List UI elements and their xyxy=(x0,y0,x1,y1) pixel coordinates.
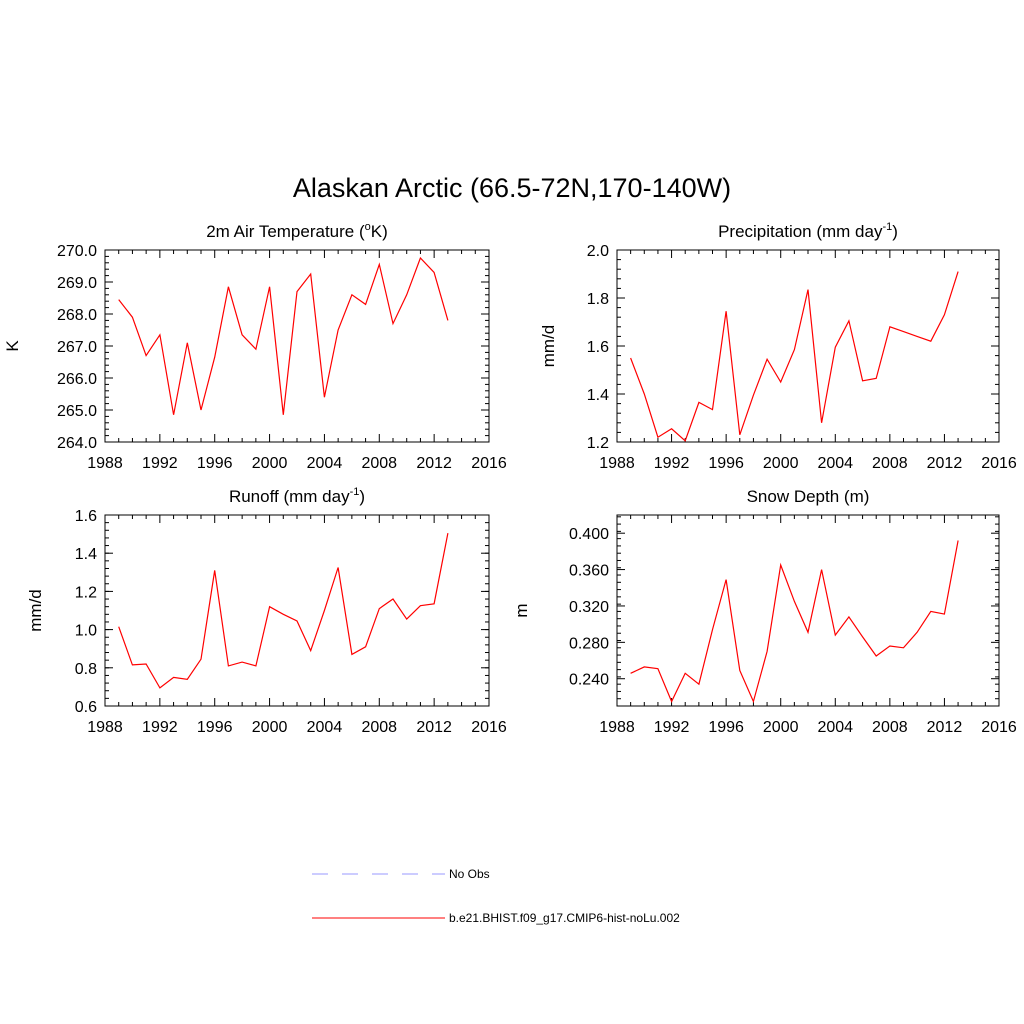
x-tick-label: 1988 xyxy=(599,455,635,472)
x-tick-label: 2008 xyxy=(872,719,908,736)
y-tick-label: 0.240 xyxy=(569,672,609,689)
x-tick-label: 2012 xyxy=(416,455,452,472)
x-tick-label: 2012 xyxy=(927,455,963,472)
x-tick-label: 2000 xyxy=(252,719,288,736)
y-axis-label: m xyxy=(512,603,531,617)
panel-title: Precipitation (mm day-1) xyxy=(718,221,898,241)
series-line-runoff xyxy=(118,532,449,689)
chart-temperature: 1988 1992 1996 2000 2004 2008 2012 2016 264.0 265… xyxy=(3,221,507,472)
y-tick-label: 1.0 xyxy=(75,623,97,640)
y-tick-label: 269.0 xyxy=(57,275,97,292)
panel-title: 2m Air Temperature (oK) xyxy=(206,221,388,241)
x-tick-label: 2016 xyxy=(471,719,507,736)
x-tick-label: 1996 xyxy=(708,455,744,472)
y-tick-label: 0.360 xyxy=(569,563,609,580)
y-tick-label: 0.280 xyxy=(569,635,609,652)
plot-frame xyxy=(616,514,1000,707)
y-axis-label: K xyxy=(3,340,22,352)
x-tick-label: 2000 xyxy=(763,719,799,736)
y-tick-label: 266.0 xyxy=(57,371,97,388)
plot-frame xyxy=(104,514,490,707)
y-tick-label: 0.8 xyxy=(75,661,97,678)
x-tick-label: 2004 xyxy=(307,719,343,736)
panel-title: Snow Depth (m) xyxy=(747,487,870,506)
y-tick-label: 0.6 xyxy=(75,699,97,716)
x-tick-label: 1988 xyxy=(87,719,123,736)
y-tick-label: 1.2 xyxy=(75,584,97,601)
x-tick-label: 1996 xyxy=(197,719,233,736)
x-tick-label: 2004 xyxy=(307,455,343,472)
plot-frame xyxy=(104,249,490,443)
legend-label-no-obs: No Obs xyxy=(449,867,490,881)
x-tick-label: 2008 xyxy=(361,455,397,472)
x-tick-label: 2016 xyxy=(981,719,1017,736)
x-tick-label: 1996 xyxy=(197,455,233,472)
y-tick-label: 0.400 xyxy=(569,526,609,543)
panels: 1988 1992 1996 2000 2004 2008 2012 2016 264.0 265… xyxy=(3,221,1017,736)
chart-runoff: 1988 1992 1996 2000 2004 2008 2012 2016 0.6 0.8 1.… xyxy=(26,486,507,736)
series-line-precipitation xyxy=(630,271,959,442)
x-tick-label: 1988 xyxy=(87,455,123,472)
x-tick-label: 2008 xyxy=(361,719,397,736)
x-tick-label: 2016 xyxy=(471,455,507,472)
y-tick-label: 265.0 xyxy=(57,403,97,420)
y-tick-label: 267.0 xyxy=(57,339,97,356)
panel-title: Runoff (mm day-1) xyxy=(229,486,365,506)
y-tick-label: 1.8 xyxy=(587,291,609,308)
legend-label-model: b.e21.BHIST.f09_g17.CMIP6-hist-noLu.002 xyxy=(449,911,680,925)
chart-snow-depth: 1988 1992 1996 2000 2004 2008 2012 2016 0.240 0.2… xyxy=(512,487,1017,736)
y-tick-label: 1.2 xyxy=(587,435,609,452)
y-tick-label: 264.0 xyxy=(57,435,97,452)
x-tick-label: 1992 xyxy=(142,455,178,472)
y-tick-label: 1.6 xyxy=(75,508,97,525)
x-tick-label: 2000 xyxy=(763,455,799,472)
y-tick-label: 270.0 xyxy=(57,243,97,260)
legend: No Obs b.e21.BHIST.f09_g17.CMIP6-hist-no… xyxy=(312,867,680,925)
y-axis-label: mm/d xyxy=(26,589,45,632)
x-tick-label: 2012 xyxy=(416,719,452,736)
series-line-snow-depth xyxy=(630,540,959,704)
x-tick-label: 2004 xyxy=(817,455,853,472)
x-tick-label: 2000 xyxy=(252,455,288,472)
x-tick-label: 2004 xyxy=(817,719,853,736)
x-tick-label: 1988 xyxy=(599,719,635,736)
x-tick-label: 1992 xyxy=(654,719,690,736)
x-tick-label: 2016 xyxy=(981,455,1017,472)
y-tick-label: 1.4 xyxy=(75,546,97,563)
x-tick-label: 1992 xyxy=(142,719,178,736)
y-tick-label: 1.6 xyxy=(587,339,609,356)
x-tick-label: 1992 xyxy=(654,455,690,472)
y-tick-label: 268.0 xyxy=(57,307,97,324)
figure-title: Alaskan Arctic (66.5-72N,170-140W) xyxy=(293,173,731,203)
y-tick-label: 0.320 xyxy=(569,599,609,616)
plot-frame xyxy=(616,249,1000,443)
x-tick-label: 2012 xyxy=(927,719,963,736)
y-tick-label: 1.4 xyxy=(587,387,609,404)
y-tick-label: 2.0 xyxy=(587,243,609,260)
x-tick-label: 1996 xyxy=(708,719,744,736)
chart-precipitation: 1988 1992 1996 2000 2004 2008 2012 2016 1.2 1.4 1.… xyxy=(539,221,1017,472)
y-axis-label: mm/d xyxy=(539,325,558,368)
x-tick-label: 2008 xyxy=(872,455,908,472)
series-line-temperature xyxy=(118,256,449,415)
